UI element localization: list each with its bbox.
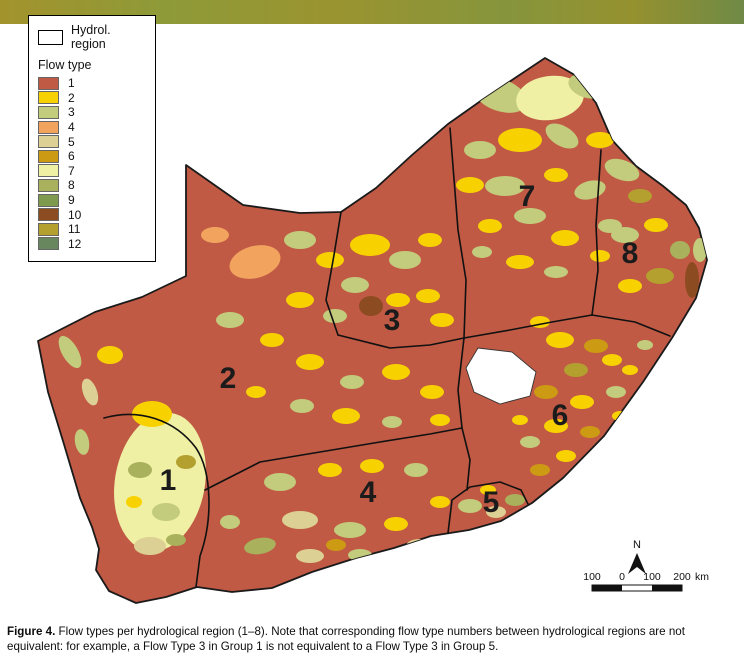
flow-type-label: 8: [68, 178, 75, 193]
region-label-5: 5: [483, 486, 500, 519]
legend-item: 11: [38, 222, 146, 237]
region-label-7: 7: [519, 180, 536, 213]
region-label-6: 6: [552, 399, 569, 432]
region-label-4: 4: [360, 476, 377, 509]
flow-type-swatch: [38, 193, 59, 207]
legend-hydrol-row: Hydrol. region: [38, 23, 146, 51]
scale-bar: 100 0 100 200 km: [583, 571, 709, 592]
flow-type-swatch: [38, 120, 59, 134]
scale-label: 0: [619, 571, 625, 583]
hydrol-region-swatch: [38, 29, 63, 45]
flow-type-swatch: [38, 222, 59, 236]
legend-item: 8: [38, 178, 146, 193]
figure-caption-text: Flow types per hydrological region (1–8)…: [7, 625, 685, 654]
flow-type-label: 1: [68, 76, 75, 91]
region-label-3: 3: [384, 304, 401, 337]
flow-type-label: 6: [68, 149, 75, 164]
map-legend: Hydrol. region Flow type 1 2 3 4 5 6 7 8…: [28, 15, 156, 263]
flow-type-label: 12: [68, 236, 82, 251]
north-arrow: N: [628, 539, 646, 574]
flow-type-swatch: [38, 105, 59, 119]
legend-item: 10: [38, 207, 146, 222]
flow-type-label: 4: [68, 120, 75, 135]
scale-label: 200: [673, 571, 691, 583]
figure-caption: Figure 4. Flow types per hydrological re…: [7, 625, 737, 655]
figure-caption-label: Figure 4.: [7, 625, 56, 639]
flow-type-label: 2: [68, 90, 75, 105]
map-canvas: 1 2 3 4 5 6 7 8 N 100 0 100 200 km: [37, 57, 709, 604]
legend-item: 12: [38, 237, 146, 252]
legend-flow-type-title: Flow type: [38, 58, 92, 72]
legend-item: 2: [38, 91, 146, 106]
legend-item: 6: [38, 149, 146, 164]
flow-type-swatch: [38, 237, 59, 251]
region-number-labels: 1 2 3 4 5 6 7 8: [160, 180, 639, 519]
hydrol-region-label: Hydrol. region: [71, 23, 111, 51]
region-label-2: 2: [220, 362, 237, 395]
flow-type-swatch: [38, 208, 59, 222]
flow-type-swatch: [38, 91, 59, 105]
flow-type-swatch: [38, 164, 59, 178]
legend-item: 7: [38, 164, 146, 179]
flow-type-label: 10: [68, 207, 82, 222]
legend-item: 5: [38, 134, 146, 149]
flow-type-swatch: [38, 76, 59, 90]
region-label-1: 1: [160, 464, 177, 497]
flow-type-swatch: [38, 149, 59, 163]
flow-type-swatch: [38, 135, 59, 149]
scale-unit: km: [695, 571, 709, 583]
legend-item: 4: [38, 120, 146, 135]
legend-item: 9: [38, 193, 146, 208]
scale-label: 100: [643, 571, 661, 583]
flow-type-label: 3: [68, 105, 75, 120]
flow-type-label: 5: [68, 134, 75, 149]
scale-label: 100: [583, 571, 601, 583]
legend-item: 1: [38, 76, 146, 91]
lesotho-enclave: [465, 347, 537, 405]
north-arrow-icon: [628, 553, 646, 574]
flow-type-label: 7: [68, 163, 75, 178]
legend-item: 3: [38, 105, 146, 120]
flow-type-swatch: [38, 178, 59, 192]
north-label: N: [633, 539, 641, 551]
legend-flow-list: 1 2 3 4 5 6 7 8 9 10 11: [38, 76, 146, 251]
region-label-8: 8: [622, 237, 639, 270]
hydrological-region-borders: [103, 127, 671, 588]
flow-type-label: 11: [68, 222, 81, 237]
flow-type-label: 9: [68, 193, 75, 208]
